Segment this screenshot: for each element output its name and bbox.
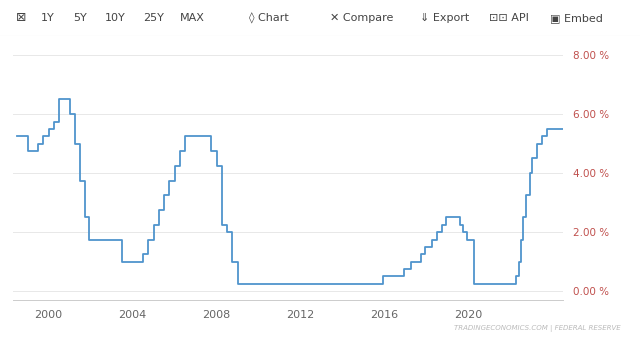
Text: ⊠: ⊠ [16,11,26,25]
Text: ◊ Chart: ◊ Chart [249,12,289,24]
Text: MAX: MAX [180,13,204,23]
Text: 5Y: 5Y [73,13,87,23]
Text: 10Y: 10Y [105,13,125,23]
Text: ⇓ Export: ⇓ Export [420,13,469,23]
Text: 1Y: 1Y [41,13,55,23]
Text: 25Y: 25Y [143,13,164,23]
Text: TRADINGECONOMICS.COM | FEDERAL RESERVE: TRADINGECONOMICS.COM | FEDERAL RESERVE [454,325,621,332]
Text: ⊡⊡ API: ⊡⊡ API [489,13,529,23]
Text: ✕ Compare: ✕ Compare [330,13,394,23]
Text: ▣ Embed: ▣ Embed [550,13,602,23]
